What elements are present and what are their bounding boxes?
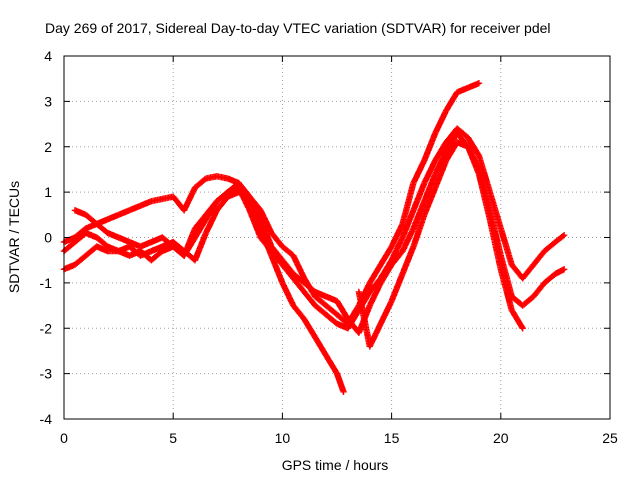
y-axis-label: SDTVAR / TECUs [6,181,22,293]
series-track-3 [60,179,347,395]
x-tick-label: 15 [384,430,400,446]
y-tick-label: -1 [40,275,53,291]
x-tick-label: 25 [602,430,618,446]
tick-labels: 0 5 10 15 20 25 -4 -3 -2 -1 0 1 2 3 4 [40,48,618,446]
series-trail [62,131,526,335]
x-tick-label: 20 [493,430,509,446]
x-tick-label: 10 [275,430,291,446]
series-trail [62,180,347,394]
y-tick-label: 1 [44,184,52,200]
y-tick-label: -2 [40,320,53,336]
data-series [60,80,568,395]
y-tick-label: -4 [40,411,53,427]
series-trail [62,80,481,326]
y-tick-label: -3 [40,366,53,382]
series-track-5 [60,129,526,336]
x-tick-label: 0 [60,430,68,446]
y-tick-label: 2 [44,139,52,155]
axis-ticks [63,55,611,420]
x-tick-label: 5 [169,430,177,446]
chart-title: Day 269 of 2017, Sidereal Day-to-day VTE… [45,20,551,36]
y-tick-label: 0 [44,230,52,246]
y-tick-label: 4 [44,48,52,64]
y-tick-label: 3 [44,93,52,109]
x-axis-label: GPS time / hours [282,457,389,473]
